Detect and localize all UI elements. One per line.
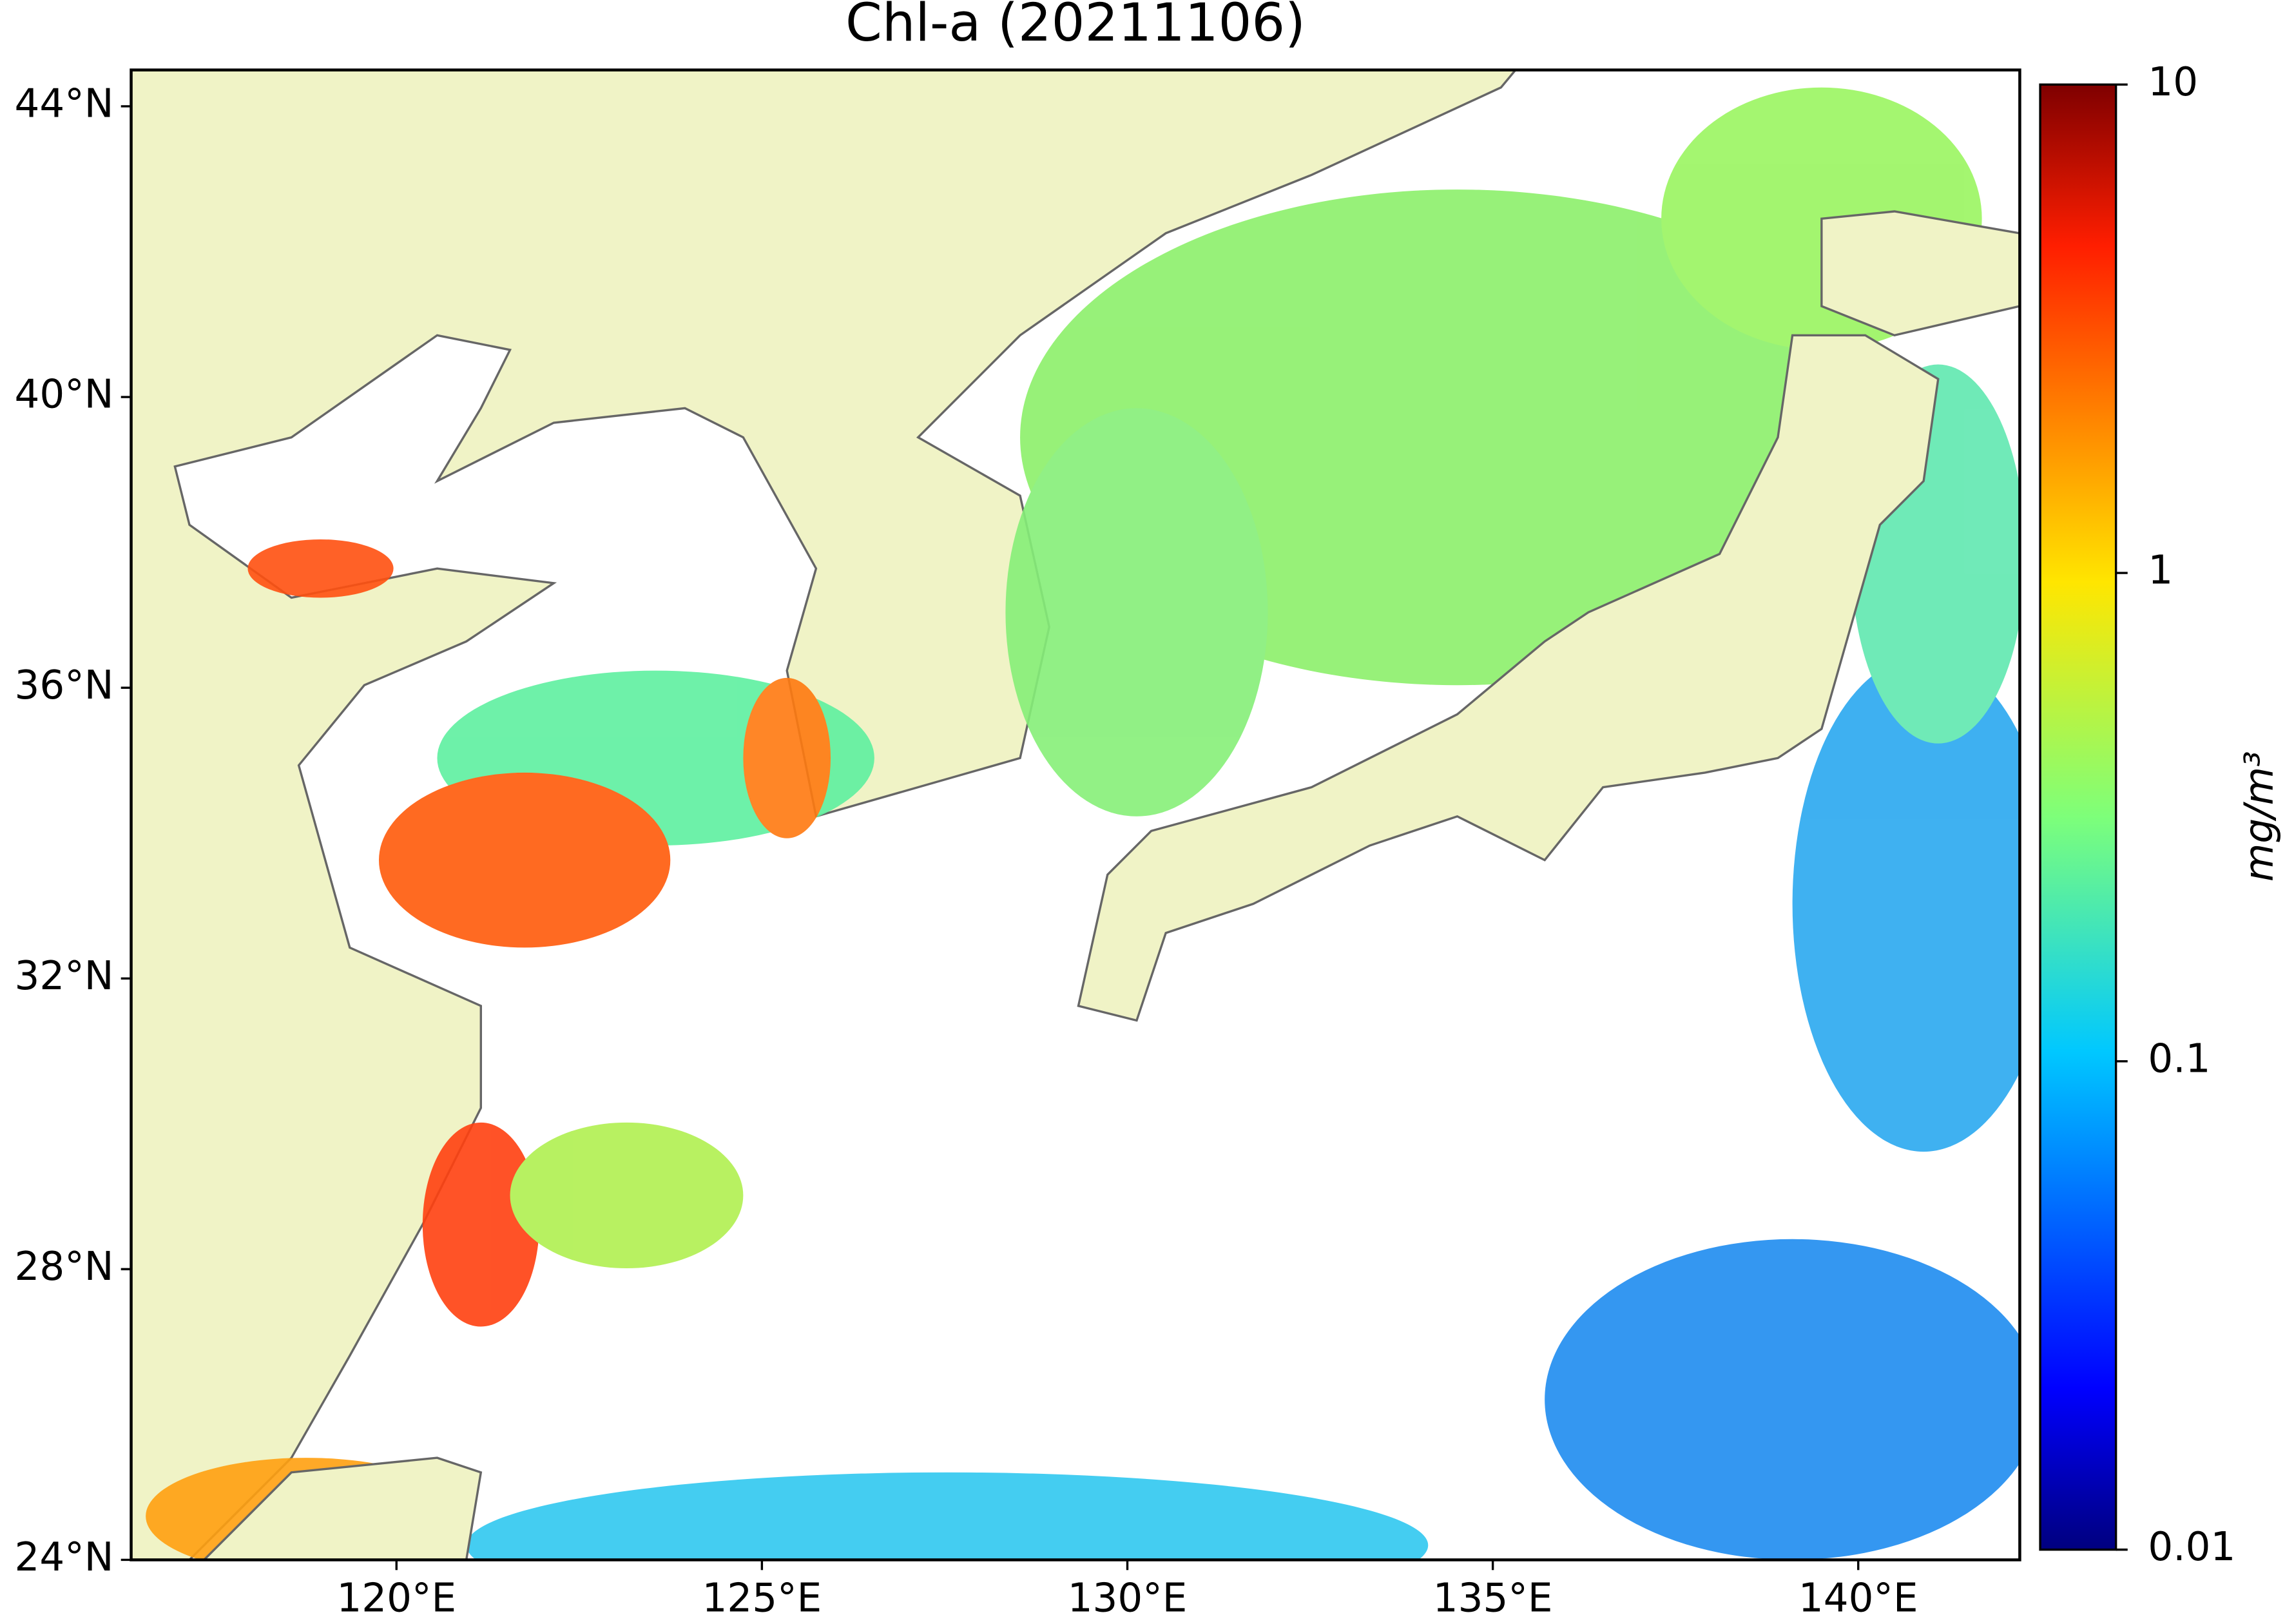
zhejiang-plume <box>422 1122 539 1327</box>
colorbar <box>2039 83 2117 1551</box>
korea-coast-plume <box>743 677 831 838</box>
y-tick-label: 36°N <box>15 662 114 708</box>
pacific-east-field <box>1792 656 2020 1152</box>
ecs-field <box>510 1122 744 1269</box>
y-tick-label: 40°N <box>15 372 114 418</box>
chlorophyll-field <box>146 87 2020 1560</box>
pacific-south-field <box>1545 1239 2020 1560</box>
taiwan <box>202 1456 483 1560</box>
y-tick-label: 32°N <box>15 953 114 999</box>
x-tick-label: 120°E <box>336 1575 456 1621</box>
colorbar-tick-label: 10 <box>2148 59 2198 105</box>
x-tick-label: 140°E <box>1798 1575 1918 1621</box>
y-tick-label: 44°N <box>15 81 114 127</box>
korea-east-field <box>1005 408 1268 817</box>
colorbar-tick-label: 1 <box>2148 548 2173 594</box>
colorbar-label: mg/m³ <box>2236 751 2282 882</box>
x-tick-label: 135°E <box>1433 1575 1553 1621</box>
yangtze-plume <box>378 772 671 948</box>
honshu <box>1077 334 1940 1022</box>
y-tick-label: 24°N <box>15 1534 114 1580</box>
map-title: Chl-a (20211106) <box>845 0 1306 53</box>
colorbar-tick-label: 0.1 <box>2148 1036 2210 1081</box>
y-tick-label: 28°N <box>15 1244 114 1290</box>
x-tick-label: 125°E <box>702 1575 822 1621</box>
hokkaido <box>1820 210 2020 337</box>
map-area <box>131 70 2020 1560</box>
x-tick-label: 130°E <box>1068 1575 1188 1621</box>
bohai-plume <box>247 539 394 598</box>
map-frame <box>130 68 2021 1561</box>
south-field <box>466 1472 1429 1560</box>
colorbar-tick-label: 0.01 <box>2148 1524 2235 1570</box>
